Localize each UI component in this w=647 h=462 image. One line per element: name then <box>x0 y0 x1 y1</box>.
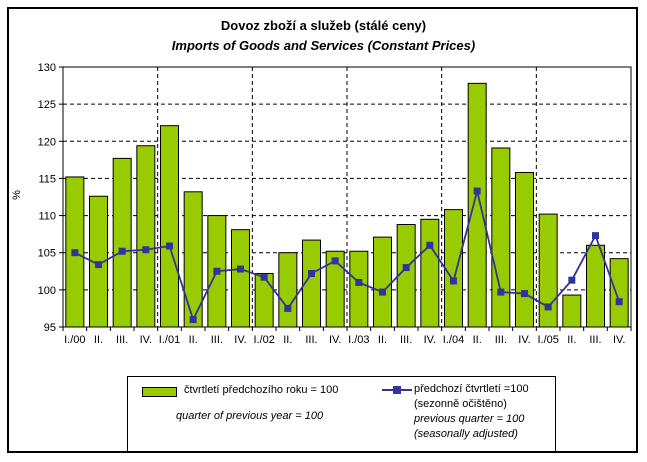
bar-IV. <box>136 145 156 328</box>
x-tick-label-IV.: IV. <box>518 334 530 346</box>
line-marker-I./04 <box>450 277 457 285</box>
bar-II. <box>278 252 298 328</box>
legend-line-labels: předchozí čtvrtletí =100 (sezonně očiště… <box>414 382 529 442</box>
line-marker-I./00 <box>71 249 79 257</box>
x-tick-label-IV.: IV. <box>329 334 341 346</box>
x-tick-label-II.: II. <box>473 334 482 346</box>
line-marker-III. <box>118 247 126 255</box>
bar-I./01 <box>160 125 179 328</box>
x-tick-label-III.: III. <box>211 334 223 346</box>
line-marker-II. <box>284 304 292 312</box>
y-tick-label-105: 105 <box>38 248 56 260</box>
bar-II. <box>373 236 392 328</box>
x-tick-label-III.: III. <box>400 334 412 346</box>
line-marker-I./02 <box>260 273 268 281</box>
x-tick-label-II.: II. <box>378 334 387 346</box>
line-marker-II. <box>473 187 481 195</box>
bar-I./02 <box>254 273 274 328</box>
x-tick-label-IV.: IV. <box>140 334 152 346</box>
line-marker-II. <box>95 261 102 269</box>
legend-line-marker-icon <box>382 386 412 394</box>
x-tick-label-IV.: IV. <box>613 334 625 346</box>
x-tick-label-I./04: I./04 <box>443 334 464 346</box>
y-tick-label-120: 120 <box>38 136 56 148</box>
line-marker-IV. <box>426 241 434 249</box>
x-tick-label-I./02: I./02 <box>253 334 274 346</box>
line-marker-IV. <box>142 246 150 254</box>
x-tick-label-I./03: I./03 <box>348 334 369 346</box>
legend-line-label-en-2: (seasonally adjusted) <box>414 428 518 440</box>
x-tick-label-I./01: I./01 <box>159 334 180 346</box>
legend-bar-label-en: quarter of previous year = 100 <box>176 410 324 422</box>
x-tick-label-II.: II. <box>94 334 103 346</box>
bar-I./03 <box>349 250 369 328</box>
line-marker-III. <box>308 270 315 278</box>
x-tick-label-II.: II. <box>283 334 292 346</box>
y-tick-label-110: 110 <box>38 211 56 223</box>
x-tick-label-III.: III. <box>116 334 128 346</box>
x-tick-label-I./05: I./05 <box>537 334 558 346</box>
bar-III. <box>112 157 132 328</box>
bar-IV. <box>420 218 440 328</box>
bar-III. <box>396 223 416 328</box>
x-tick-label-II.: II. <box>567 334 576 346</box>
x-tick-label-III.: III. <box>589 334 601 346</box>
line-marker-IV. <box>237 265 244 273</box>
x-tick-label-I./00: I./00 <box>64 334 85 346</box>
line-marker-IV. <box>521 290 528 298</box>
x-tick-label-II.: II. <box>189 334 198 346</box>
line-marker-I./01 <box>166 242 173 250</box>
bar-II. <box>467 82 487 328</box>
line-marker-I./05 <box>544 303 552 311</box>
legend-bar-swatch <box>142 387 177 397</box>
line-marker-II. <box>189 316 197 324</box>
bar-III. <box>586 244 605 328</box>
x-tick-label-III.: III. <box>305 334 317 346</box>
y-tick-label-125: 125 <box>38 99 56 111</box>
y-tick-label-100: 100 <box>38 285 56 297</box>
bar-II. <box>562 294 582 328</box>
line-marker-II. <box>568 276 576 284</box>
x-tick-label-III.: III. <box>495 334 507 346</box>
line-marker-I./03 <box>355 278 363 286</box>
line-marker-III. <box>402 264 410 272</box>
line-marker-III. <box>497 288 505 296</box>
y-tick-label-95: 95 <box>44 322 56 334</box>
line-marker-IV. <box>331 257 339 265</box>
bar-IV. <box>231 229 250 328</box>
legend-bar-label-cz: čtvrtletí předchozího roku = 100 <box>184 384 339 396</box>
y-tick-label-115: 115 <box>38 173 56 185</box>
bar-IV. <box>609 258 629 328</box>
bar-III. <box>491 147 511 328</box>
legend: čtvrtletí předchozího roku = 100 quarter… <box>127 376 556 452</box>
x-tick-label-IV.: IV. <box>234 334 246 346</box>
x-tick-label-IV.: IV. <box>424 334 436 346</box>
legend-line-label-cz-2: (sezonně očištěno) <box>414 398 507 410</box>
bar-I./04 <box>444 209 463 328</box>
chart-title: Dovoz zboží a služeb (stálé ceny) <box>220 18 427 33</box>
y-tick-label-130: 130 <box>38 62 56 74</box>
legend-line-label-en-1: previous quarter = 100 <box>414 413 525 425</box>
line-marker-IV. <box>615 298 623 306</box>
bar-IV. <box>515 171 534 328</box>
line-marker-III. <box>592 232 599 240</box>
chart-subtitle: Imports of Goods and Services (Constant … <box>171 38 476 53</box>
line-marker-III. <box>213 267 221 275</box>
legend-line-label-cz-1: předchozí čtvrtletí =100 <box>414 383 529 395</box>
line-marker-II. <box>379 288 386 296</box>
line-series <box>74 190 621 322</box>
